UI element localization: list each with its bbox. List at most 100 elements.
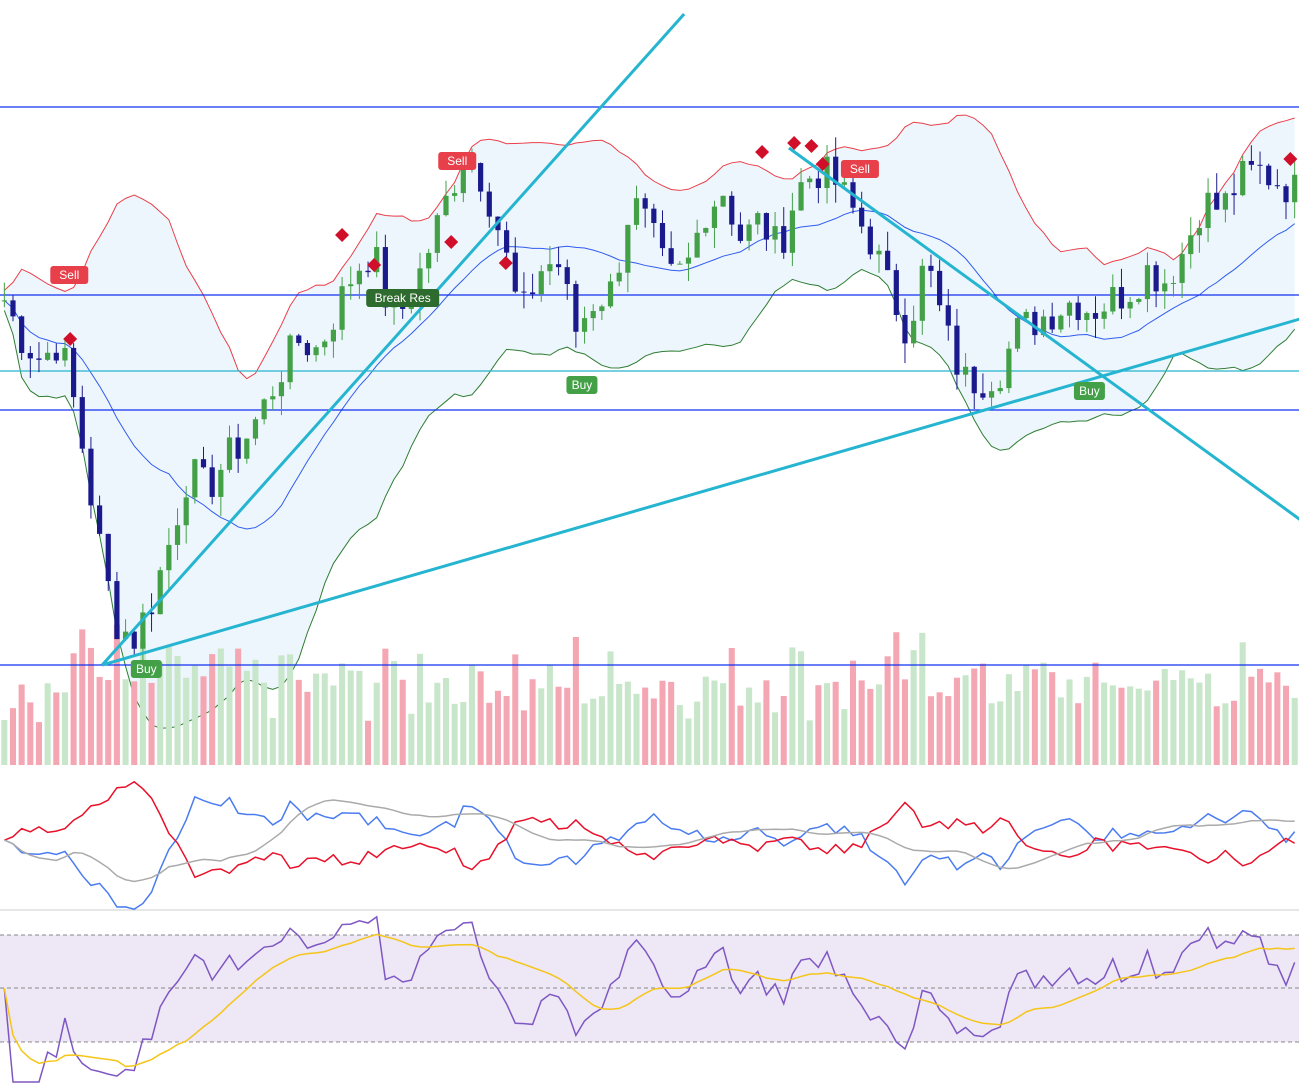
diamond-marker [787,136,802,150]
candle-body [1,300,7,302]
volume-bar [1040,662,1047,765]
volume-bar [1023,664,1030,765]
candle-body [859,207,865,227]
candle-body [252,419,259,439]
volume-bar [633,693,640,765]
volume-bar [1213,706,1220,765]
volume-bar [538,688,545,765]
candle-body [131,631,137,649]
candle-body [581,318,588,332]
candle-body [833,156,839,185]
volume-bar [1049,672,1056,765]
volume-bar [191,664,198,765]
volume-bar [226,666,233,765]
rsi-panel [0,915,1299,1083]
volume-bar [806,720,813,765]
candle-body [876,250,882,255]
volume-bar [694,701,701,765]
volume-bar [564,687,571,765]
volume-bar [737,705,744,765]
candle-body [1162,283,1168,292]
candle-body [529,292,536,295]
volume-bar [18,684,25,765]
candle-body [971,366,977,394]
volume-bar [1153,680,1160,765]
volume-bar [746,687,753,765]
volume-bar [754,702,761,765]
volume-bar [1179,670,1186,765]
volume-bar [512,654,519,765]
candle-body [365,270,371,273]
sell-signal-badge [438,152,477,170]
rsi-ma-line [3,933,1295,1068]
volume-bar [295,679,302,765]
candle-body [1136,299,1142,302]
candle-body [703,227,709,233]
candle-body [867,226,873,255]
candle-body [1153,265,1159,292]
volume-bar [235,648,242,765]
volume-bar [148,682,155,765]
volume-bar [581,703,588,765]
volume-bar [252,659,259,765]
volume-bar [823,683,831,765]
volume-bar [321,673,328,765]
candle-body [313,347,319,356]
volume-bar [70,653,77,765]
candle-body [452,193,458,196]
candle-body [1240,160,1246,196]
buy-signal-label: Buy [136,662,157,676]
volume-bar [468,665,476,765]
oscillator-panel [4,780,1296,910]
candle-body [426,252,432,269]
volume-bar [339,663,346,765]
volume-bar [373,682,380,765]
buy-signal-badge [566,376,598,394]
candle-body [711,206,718,228]
volume-bar [243,670,250,765]
candle-body [1110,287,1116,312]
horizontal-levels[interactable] [0,106,1299,666]
volume-bar [997,701,1004,765]
candle-body [538,271,544,295]
candle-body [27,352,33,359]
volume-bar [702,676,709,765]
volume-bar [287,654,294,765]
volume-bar [313,673,320,765]
volume-bar [893,632,900,765]
volume-bar [1231,700,1238,765]
volume-bar [1066,679,1073,765]
trend-lines[interactable] [101,13,1299,667]
candle-body [478,163,484,192]
candle-body [1118,287,1125,309]
candle-body [1196,228,1203,236]
volume-bar [598,696,605,765]
candle-body [53,352,59,361]
volume-bar [408,713,415,765]
oscillator-gray [4,799,1295,883]
sell-signal-label: Sell [850,162,870,176]
candle-body [261,399,267,420]
volume-bar [867,688,874,765]
volume-bar [35,722,43,765]
candle-body [1214,192,1220,210]
candle-body [339,286,345,330]
candle-body [356,270,362,285]
candle-body [1292,174,1298,203]
candle-body [547,264,553,272]
candle-body [114,581,120,640]
candle-body [885,250,891,271]
candle-body [824,156,830,189]
candle-body [685,257,692,264]
candle-body [96,505,103,534]
candle-body [1248,160,1254,165]
volume-bar [79,629,86,765]
volume-bar [901,679,909,765]
volume-bar [616,683,623,765]
candle-body [677,263,683,265]
buy-signal-badge [1073,382,1105,400]
candle-body [1058,315,1064,330]
sell-signal-label: Sell [59,268,79,282]
candle-body [1075,302,1081,320]
